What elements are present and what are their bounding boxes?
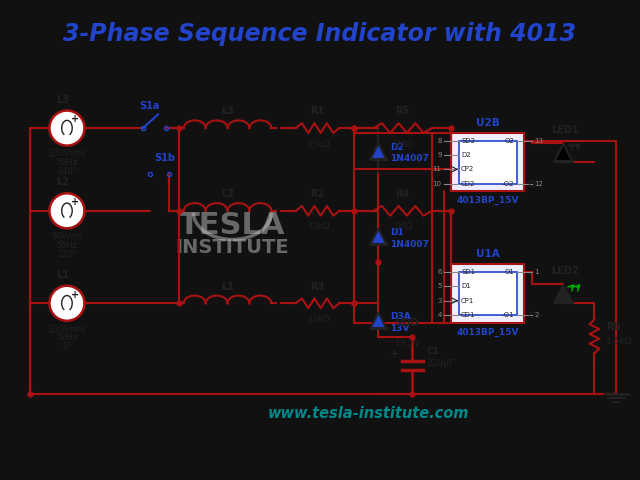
Text: D1: D1 [461, 283, 471, 289]
Text: 5: 5 [437, 283, 442, 289]
Text: R3: R3 [310, 282, 324, 291]
Bar [459, 141, 516, 183]
Text: -O1: -O1 [502, 312, 515, 318]
Text: 240°: 240° [57, 167, 77, 176]
Text: CD2: CD2 [461, 180, 476, 187]
Text: 4013BP_15V: 4013BP_15V [456, 196, 519, 205]
Text: +: + [71, 114, 79, 124]
Circle shape [49, 110, 84, 145]
Text: -O2: -O2 [502, 180, 515, 187]
Text: CP1: CP1 [461, 298, 474, 304]
Text: 12: 12 [534, 180, 543, 187]
Text: D2: D2 [390, 143, 404, 152]
Text: 9: 9 [437, 152, 442, 158]
Text: L1: L1 [56, 270, 70, 280]
Bar [8, 6, 632, 55]
Text: LED2: LED2 [552, 266, 579, 276]
Text: 3-Phase Sequence Indicator with 4013: 3-Phase Sequence Indicator with 4013 [63, 22, 577, 46]
Text: C1: C1 [426, 348, 439, 357]
Text: 50Vrms: 50Vrms [51, 232, 83, 241]
Text: 6: 6 [437, 269, 442, 275]
Text: 230Vrms: 230Vrms [48, 324, 86, 334]
Text: R1: R1 [310, 107, 324, 116]
Text: L3: L3 [56, 95, 70, 105]
Text: L2: L2 [56, 178, 70, 188]
Text: 1MΩ: 1MΩ [392, 223, 413, 231]
Text: D3A: D3A [390, 312, 411, 321]
Text: +: + [71, 289, 79, 300]
Text: U2B: U2B [476, 118, 500, 128]
Polygon shape [371, 228, 386, 244]
Text: 33kΩ: 33kΩ [306, 140, 330, 149]
Bar [451, 264, 524, 323]
Text: LED1: LED1 [552, 125, 579, 135]
Text: 3: 3 [437, 298, 442, 304]
Text: O2: O2 [505, 138, 515, 144]
Text: L1: L1 [221, 282, 234, 291]
Text: 1: 1 [534, 269, 539, 275]
Text: 1N4007: 1N4007 [390, 240, 429, 249]
Text: CD1: CD1 [461, 312, 476, 318]
Text: INSTITUTE: INSTITUTE [175, 238, 289, 257]
Text: S1b: S1b [154, 153, 175, 163]
Text: 10: 10 [433, 180, 442, 187]
Polygon shape [371, 144, 386, 159]
Text: CP2: CP2 [461, 166, 474, 172]
Text: D2: D2 [461, 152, 471, 158]
Text: 13: 13 [534, 138, 543, 144]
Polygon shape [554, 144, 572, 161]
Bar [459, 272, 516, 315]
Circle shape [49, 193, 84, 228]
Text: 4: 4 [437, 312, 442, 318]
Bar [8, 423, 632, 474]
Polygon shape [371, 312, 386, 328]
Text: 120°: 120° [57, 250, 77, 259]
Text: www.tesla-institute.com: www.tesla-institute.com [268, 406, 469, 421]
Text: L3: L3 [221, 107, 234, 116]
Text: SD2: SD2 [461, 138, 475, 144]
Text: U1A: U1A [476, 250, 500, 260]
Text: +: + [390, 349, 399, 359]
Text: 50Hz: 50Hz [56, 334, 77, 342]
Text: S1a: S1a [140, 100, 160, 110]
Text: 1MΩ: 1MΩ [392, 140, 413, 149]
Text: SD1: SD1 [461, 269, 476, 275]
Text: 33kΩ: 33kΩ [306, 223, 330, 231]
Text: R6: R6 [606, 322, 620, 332]
Text: 4013BP_15V: 4013BP_15V [456, 327, 519, 337]
Text: TESLA: TESLA [179, 211, 285, 240]
Text: VDD: VDD [396, 318, 419, 327]
Text: R5: R5 [396, 107, 410, 116]
Text: 0°: 0° [62, 342, 72, 351]
Text: 13.2V: 13.2V [394, 339, 420, 348]
Polygon shape [554, 285, 572, 302]
Text: 1.5kΩ: 1.5kΩ [606, 336, 632, 346]
Text: 1N4007: 1N4007 [390, 155, 429, 164]
Text: O1: O1 [505, 269, 515, 275]
Text: 2: 2 [534, 312, 538, 318]
Text: L2: L2 [221, 189, 234, 199]
Text: 230Vrms: 230Vrms [48, 149, 86, 158]
Text: 50Hz: 50Hz [56, 241, 77, 250]
Text: 50Hz: 50Hz [56, 158, 77, 167]
Text: 13V: 13V [390, 324, 410, 333]
Text: D1: D1 [390, 228, 404, 237]
Bar [451, 133, 524, 192]
Text: 33kΩ: 33kΩ [306, 315, 330, 324]
Text: R2: R2 [310, 189, 324, 199]
Text: 11: 11 [433, 166, 442, 172]
Text: R4: R4 [396, 189, 410, 199]
Text: 220μF: 220μF [426, 359, 454, 368]
Circle shape [49, 286, 84, 321]
Text: +: + [71, 197, 79, 207]
Text: 8: 8 [437, 138, 442, 144]
